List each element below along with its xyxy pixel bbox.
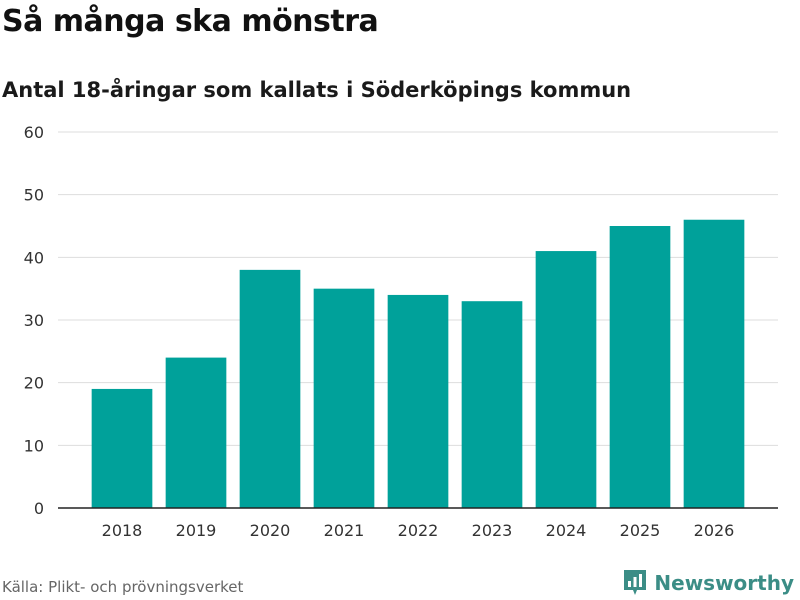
bars bbox=[91, 219, 745, 509]
y-tick-label: 10 bbox=[24, 436, 44, 455]
bar-2022 bbox=[387, 294, 449, 508]
bar-2023 bbox=[461, 301, 523, 508]
x-axis-ticks: 2018 2019 2020 2021 2022 2023 2024 2025 2026 bbox=[102, 521, 735, 540]
bar-2019 bbox=[165, 357, 227, 508]
y-tick-label: 50 bbox=[24, 186, 44, 205]
x-tick-label: 2022 bbox=[398, 521, 439, 540]
x-tick-label: 2026 bbox=[694, 521, 735, 540]
chart-subtitle: Antal 18-åringar som kallats i Söderköpi… bbox=[2, 78, 632, 102]
brand: Newsworthy bbox=[622, 568, 794, 598]
y-tick-label: 0 bbox=[34, 499, 44, 518]
x-tick-label: 2020 bbox=[250, 521, 291, 540]
y-tick-label: 40 bbox=[24, 248, 44, 267]
newsworthy-logo-icon bbox=[624, 570, 647, 595]
brand-name: Newsworthy bbox=[654, 571, 794, 595]
bar-2024 bbox=[535, 251, 597, 509]
source-note: Källa: Plikt- och prövningsverket bbox=[2, 578, 244, 596]
bar-2018 bbox=[91, 388, 153, 508]
x-tick-label: 2018 bbox=[102, 521, 143, 540]
x-tick-label: 2021 bbox=[324, 521, 365, 540]
y-tick-label: 20 bbox=[24, 374, 44, 393]
bar-2025 bbox=[609, 226, 671, 508]
bar-2021 bbox=[313, 288, 375, 508]
x-tick-label: 2019 bbox=[176, 521, 217, 540]
x-tick-label: 2024 bbox=[546, 521, 587, 540]
chart-title: Så många ska mönstra bbox=[2, 4, 379, 39]
bar-2020 bbox=[239, 269, 301, 508]
bar-2026 bbox=[683, 219, 745, 508]
x-tick-label: 2025 bbox=[620, 521, 661, 540]
y-axis-ticks: 0 10 20 30 40 50 60 bbox=[24, 123, 44, 518]
y-tick-label: 60 bbox=[24, 123, 44, 142]
y-tick-label: 30 bbox=[24, 311, 44, 330]
x-tick-label: 2023 bbox=[472, 521, 513, 540]
